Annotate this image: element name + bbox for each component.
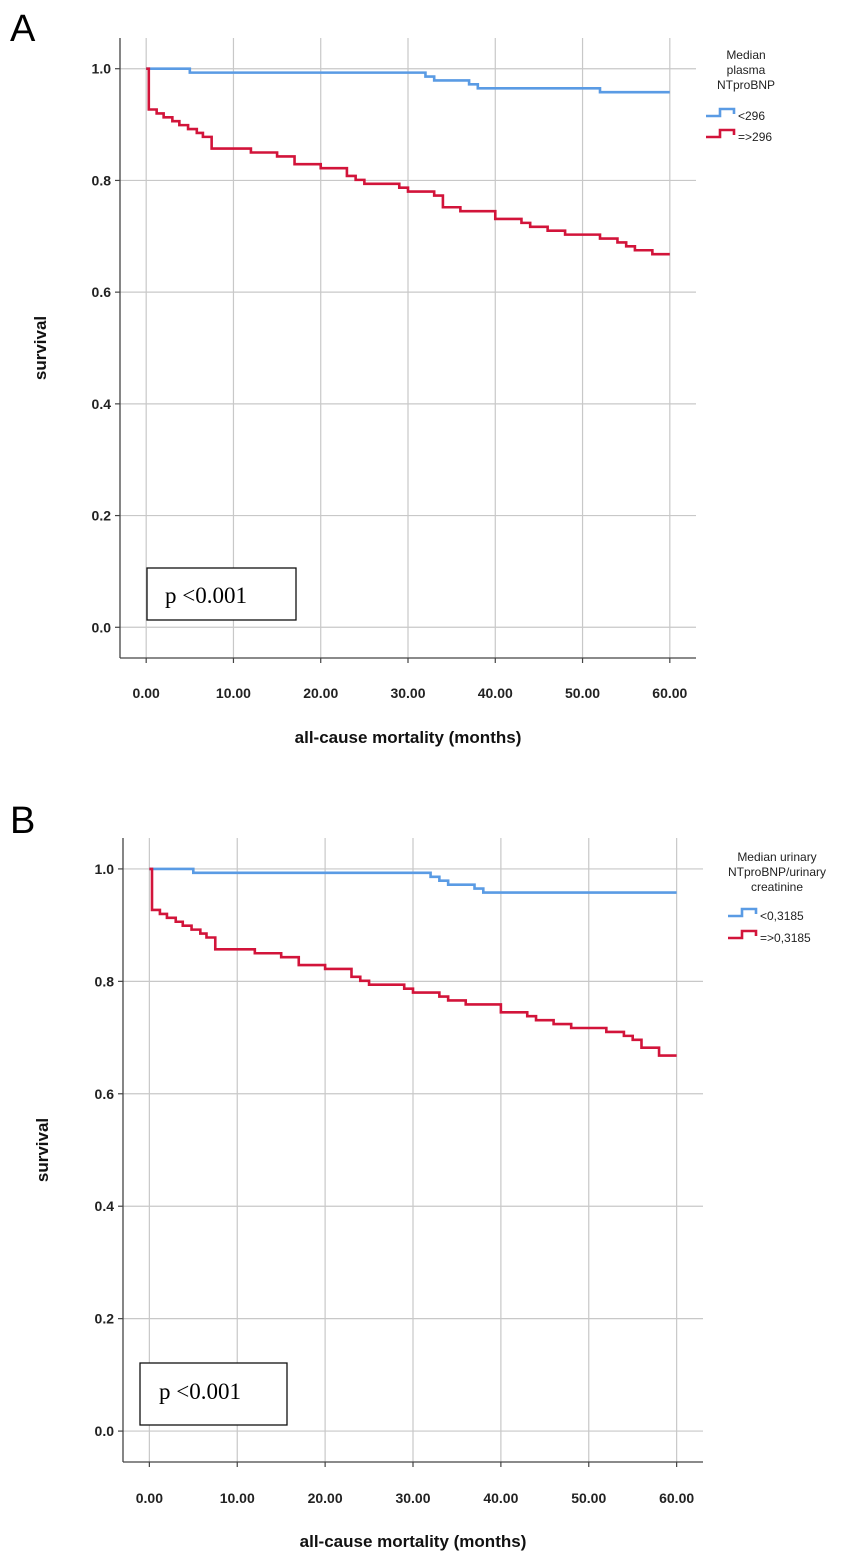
x-tick-label: 20.00 — [303, 685, 338, 701]
x-tick-label: 0.00 — [133, 685, 160, 701]
survival-chart-a: 0.0 0.2 0.4 0.6 0.8 1.0 0.00 10.00 20.00 30.00 40.… — [31, 38, 775, 747]
legend-item-label: =>296 — [738, 130, 772, 144]
legend-title: creatinine — [751, 880, 803, 894]
series-line-0 — [149, 867, 677, 894]
p-value-text: p <0.001 — [165, 583, 247, 608]
x-tick-label: 0.00 — [136, 1490, 163, 1506]
y-axis-title: survival — [33, 1118, 52, 1182]
panel-label-a: A — [10, 8, 36, 50]
y-tick-label: 0.0 — [92, 619, 112, 635]
legend-item-label: =>0,3185 — [760, 931, 811, 945]
legend-item-label: <0,3185 — [760, 909, 804, 923]
y-tick-label: 0.4 — [95, 1198, 115, 1214]
x-tick-label: 40.00 — [483, 1490, 518, 1506]
y-tick-label: 0.6 — [95, 1086, 115, 1102]
legend-item-label: <296 — [738, 109, 765, 123]
y-tick-label: 0.0 — [95, 1423, 115, 1439]
p-value-text: p <0.001 — [159, 1379, 241, 1404]
series-line-1 — [149, 867, 677, 1057]
legend-title: Median urinary — [737, 850, 816, 864]
p-value-box — [146, 567, 297, 621]
x-axis-title: all-cause mortality (months) — [295, 728, 522, 747]
y-axis-title: survival — [31, 316, 50, 380]
legend-title: NTproBNP — [717, 78, 775, 92]
y-tick-label: 0.2 — [92, 508, 112, 524]
x-tick-label: 50.00 — [565, 685, 600, 701]
x-tick-label: 30.00 — [395, 1490, 430, 1506]
series-line-0 — [146, 67, 670, 94]
legend-swatch-0 — [706, 107, 736, 118]
x-axis-title: all-cause mortality (months) — [300, 1532, 527, 1551]
y-tick-label: 0.4 — [92, 396, 112, 412]
x-tick-label: 60.00 — [652, 685, 687, 701]
legend-title: plasma — [727, 63, 766, 77]
legend-swatch-1 — [728, 929, 758, 940]
panel-label-b: B — [10, 800, 36, 842]
x-tick-label: 10.00 — [220, 1490, 255, 1506]
p-value-box — [139, 1362, 288, 1426]
x-tick-label: 60.00 — [659, 1490, 694, 1506]
legend-title: Median — [726, 48, 765, 62]
x-tick-label: 20.00 — [308, 1490, 343, 1506]
y-tick-label: 0.2 — [95, 1311, 115, 1327]
y-tick-label: 0.8 — [92, 172, 112, 188]
y-tick-label: 1.0 — [92, 61, 112, 77]
x-tick-label: 30.00 — [390, 685, 425, 701]
y-tick-label: 0.6 — [92, 284, 112, 300]
legend-swatch-1 — [706, 128, 736, 139]
x-tick-label: 50.00 — [571, 1490, 606, 1506]
legend-title: NTproBNP/urinary — [728, 865, 826, 879]
x-tick-label: 10.00 — [216, 685, 251, 701]
series-line-1 — [146, 67, 670, 256]
x-tick-label: 40.00 — [478, 685, 513, 701]
y-tick-label: 1.0 — [95, 861, 115, 877]
y-tick-label: 0.8 — [95, 973, 115, 989]
legend-swatch-0 — [728, 907, 758, 918]
